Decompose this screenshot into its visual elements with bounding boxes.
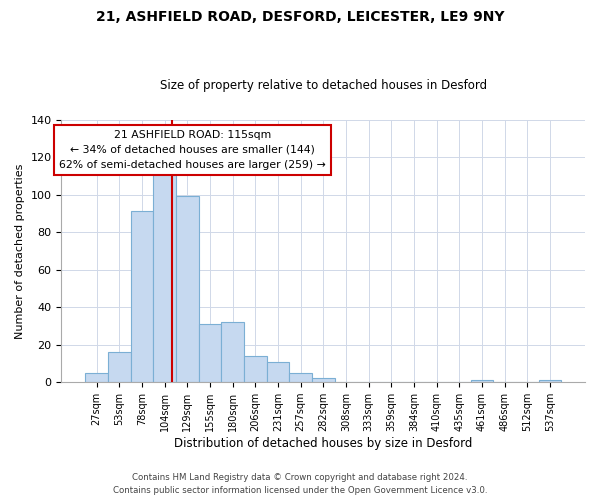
Bar: [108, 352, 131, 382]
Bar: [312, 378, 335, 382]
Bar: [85, 373, 108, 382]
Bar: [539, 380, 561, 382]
Bar: [221, 322, 244, 382]
Text: Contains HM Land Registry data © Crown copyright and database right 2024.
Contai: Contains HM Land Registry data © Crown c…: [113, 474, 487, 495]
Y-axis label: Number of detached properties: Number of detached properties: [15, 163, 25, 338]
Bar: [470, 380, 493, 382]
Bar: [266, 362, 289, 382]
Bar: [153, 166, 176, 382]
Title: Size of property relative to detached houses in Desford: Size of property relative to detached ho…: [160, 79, 487, 92]
Bar: [244, 356, 266, 382]
Bar: [131, 212, 153, 382]
X-axis label: Distribution of detached houses by size in Desford: Distribution of detached houses by size …: [174, 437, 472, 450]
Text: 21, ASHFIELD ROAD, DESFORD, LEICESTER, LE9 9NY: 21, ASHFIELD ROAD, DESFORD, LEICESTER, L…: [96, 10, 504, 24]
Bar: [289, 373, 312, 382]
Bar: [199, 324, 221, 382]
Bar: [176, 196, 199, 382]
Text: 21 ASHFIELD ROAD: 115sqm
← 34% of detached houses are smaller (144)
62% of semi-: 21 ASHFIELD ROAD: 115sqm ← 34% of detach…: [59, 130, 326, 170]
